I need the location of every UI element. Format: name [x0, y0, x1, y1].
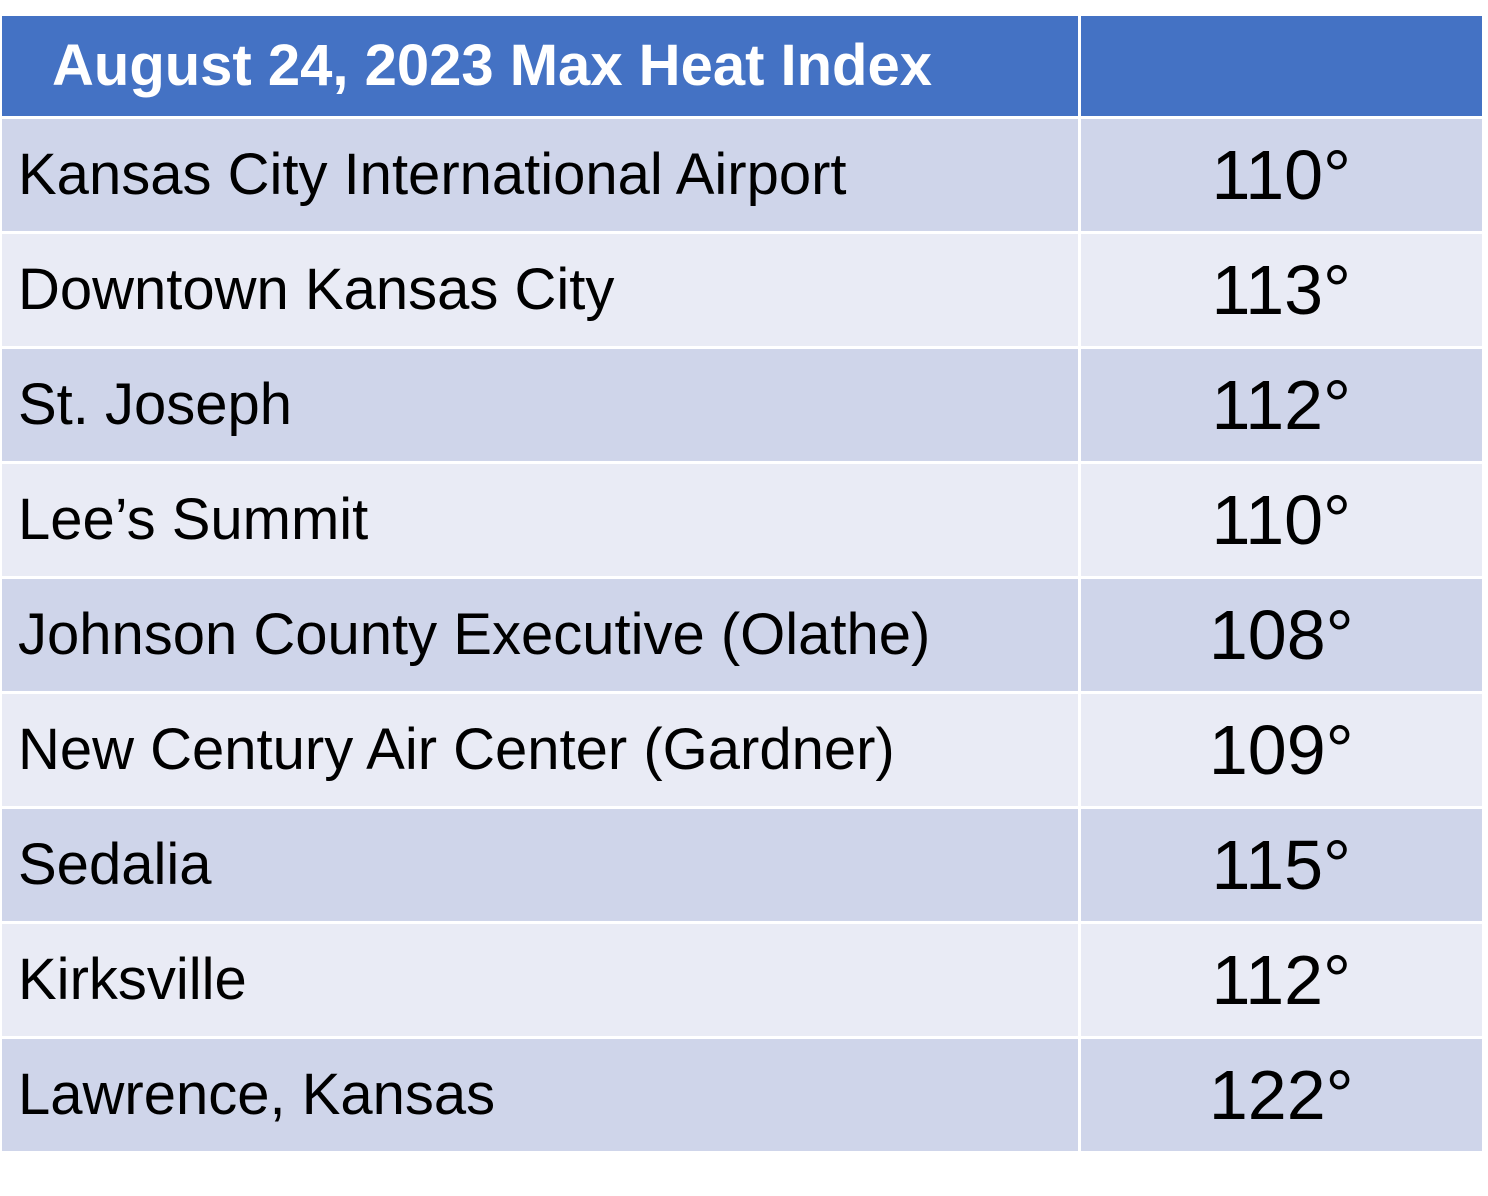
location-name: Kirksville: [2, 922, 1081, 1039]
location-name: Kansas City International Airport: [2, 117, 1081, 234]
heat-index-value: 108°: [1079, 577, 1482, 694]
location-name: New Century Air Center (Gardner): [2, 692, 1081, 809]
heat-index-value: 109°: [1079, 692, 1482, 809]
location-name: St. Joseph: [2, 347, 1081, 464]
table-title-cell: August 24, 2023 Max Heat Index: [2, 16, 1081, 119]
table-row: Johnson County Executive (Olathe) 108°: [2, 577, 1482, 694]
table-row: Lawrence, Kansas 122°: [2, 1037, 1482, 1154]
table-row: St. Joseph 112°: [2, 347, 1482, 464]
table-row: Sedalia 115°: [2, 807, 1482, 924]
location-name: Sedalia: [2, 807, 1081, 924]
heat-index-value: 112°: [1079, 347, 1482, 464]
table-header-empty-cell: [1079, 16, 1482, 119]
heat-index-value: 112°: [1079, 922, 1482, 1039]
heat-index-table: August 24, 2023 Max Heat Index Kansas Ci…: [2, 16, 1482, 1154]
table-header-row: August 24, 2023 Max Heat Index: [2, 16, 1482, 119]
location-name: Lawrence, Kansas: [2, 1037, 1081, 1154]
table-row: Lee’s Summit 110°: [2, 462, 1482, 579]
table-row: Kansas City International Airport 110°: [2, 117, 1482, 234]
heat-index-value: 113°: [1079, 232, 1482, 349]
table-title: August 24, 2023 Max Heat Index: [52, 33, 932, 99]
location-name: Lee’s Summit: [2, 462, 1081, 579]
heat-index-value: 122°: [1079, 1037, 1482, 1154]
heat-index-value: 110°: [1079, 462, 1482, 579]
location-name: Johnson County Executive (Olathe): [2, 577, 1081, 694]
heat-index-value: 115°: [1079, 807, 1482, 924]
table-row: New Century Air Center (Gardner) 109°: [2, 692, 1482, 809]
heat-index-value: 110°: [1079, 117, 1482, 234]
table-row: Kirksville 112°: [2, 922, 1482, 1039]
table-row: Downtown Kansas City 113°: [2, 232, 1482, 349]
location-name: Downtown Kansas City: [2, 232, 1081, 349]
